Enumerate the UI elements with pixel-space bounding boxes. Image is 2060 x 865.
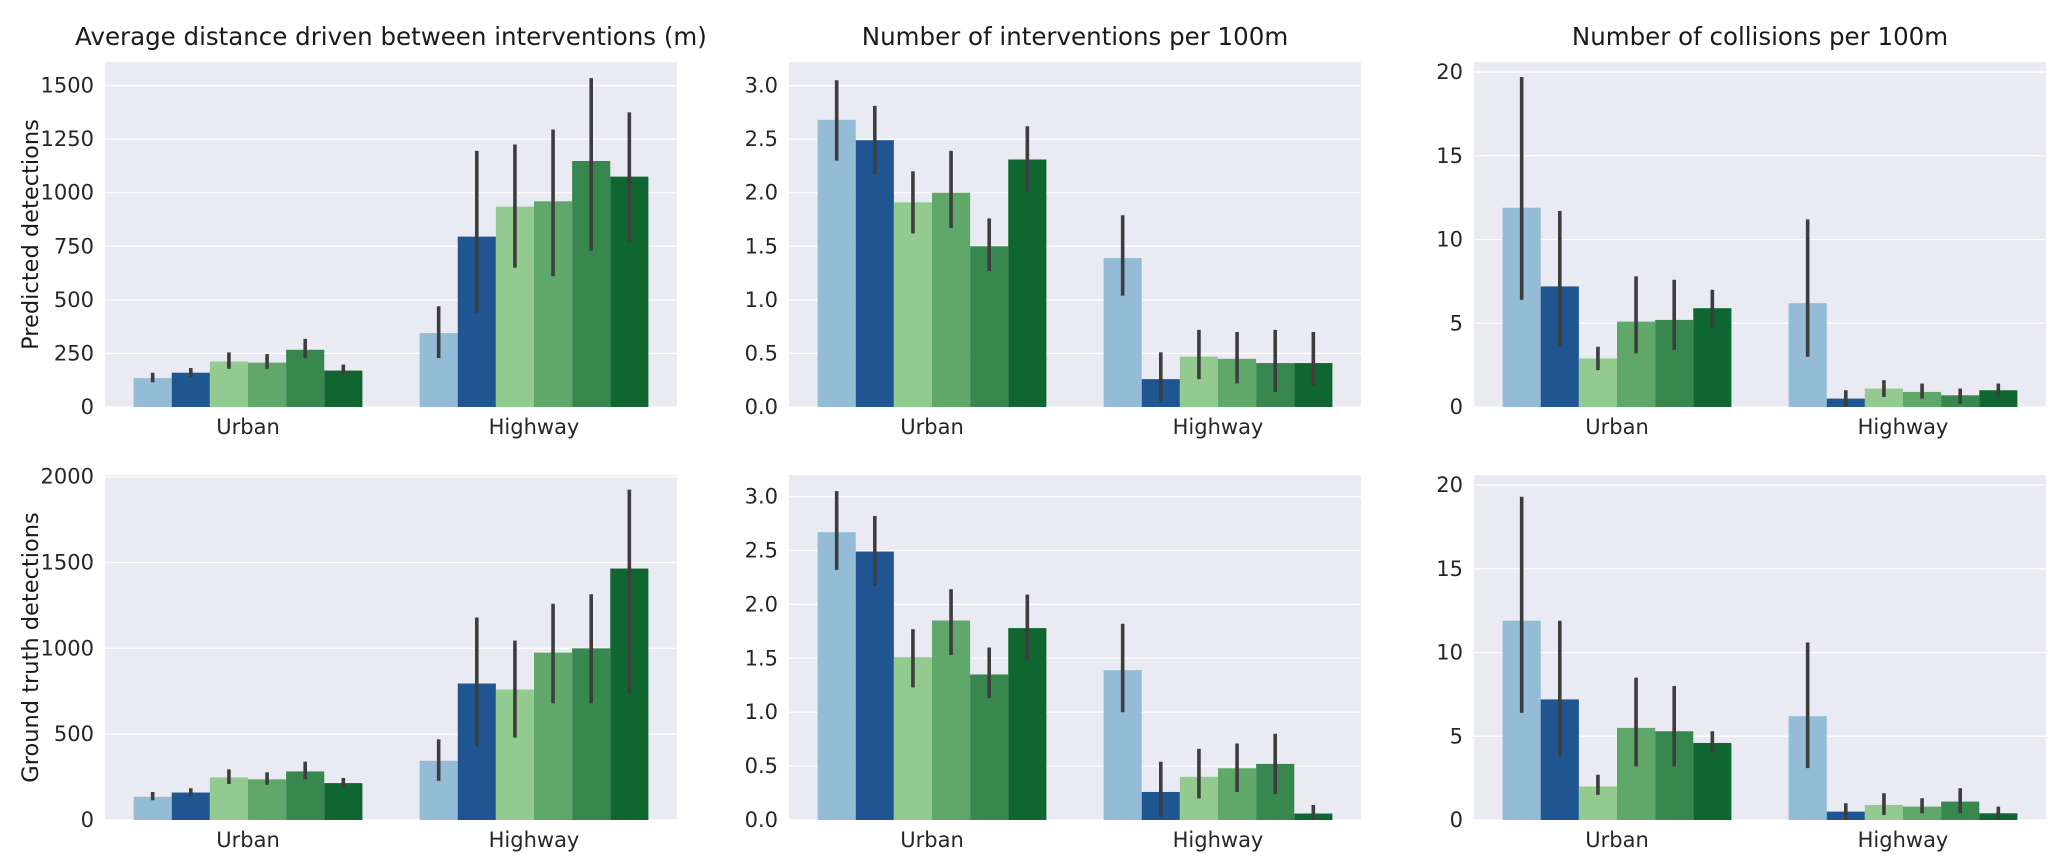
y-tick-label: 0.0 (745, 395, 778, 419)
bar (248, 779, 287, 820)
bar (855, 551, 894, 820)
y-tick-label: 0.0 (745, 808, 778, 832)
x-tick-label: Highway (1173, 828, 1264, 852)
bar (1979, 390, 2018, 407)
bar (893, 202, 932, 407)
y-tick-label: 10 (1436, 641, 1463, 665)
chart-panel-3: 0 5 10 15 20 Urban Highway Number of collisions… (1436, 22, 2046, 439)
y-tick-label: 0.5 (745, 754, 778, 778)
bar (324, 370, 363, 407)
y-tick-label: 1.0 (745, 288, 778, 312)
y-tick-label: 10 (1436, 228, 1463, 252)
bar (817, 119, 856, 407)
x-tick-label: Highway (489, 415, 580, 439)
x-tick-label: Urban (900, 828, 964, 852)
y-tick-label: 5 (1450, 311, 1463, 335)
y-tick-label: 2.0 (745, 181, 778, 205)
chart-title: Average distance driven between interven… (75, 22, 707, 51)
x-tick-label: Urban (1585, 828, 1649, 852)
y-tick-label: 0.5 (745, 341, 778, 365)
x-tick-label: Urban (900, 415, 964, 439)
y-tick-label: 1000 (41, 636, 94, 660)
y-tick-label: 15 (1436, 144, 1463, 168)
x-tick-label: Urban (216, 415, 280, 439)
y-axis-label: Ground truth detections (18, 512, 44, 782)
chart-panel-4: 0 500 1000 1500 2000 Urban Highway Ground truth… (18, 465, 677, 852)
x-tick-label: Urban (1585, 415, 1649, 439)
bar (932, 192, 971, 407)
x-tick-label: Highway (489, 828, 580, 852)
y-tick-label: 1250 (41, 127, 94, 151)
chart-title: Number of interventions per 100m (862, 22, 1288, 51)
bar (855, 140, 894, 407)
y-tick-label: 3.0 (745, 485, 778, 509)
bar (817, 532, 856, 820)
y-tick-label: 20 (1436, 60, 1463, 84)
y-tick-label: 0 (1450, 808, 1463, 832)
bar (248, 362, 287, 407)
y-axis-label: Predicted detections (18, 119, 44, 350)
bar (1864, 388, 1903, 407)
y-tick-label: 2.0 (745, 592, 778, 616)
y-tick-label: 1000 (41, 181, 94, 205)
x-tick-label: Highway (1858, 828, 1949, 852)
y-tick-label: 2.5 (745, 127, 778, 151)
chart-panel-6: 0 5 10 15 20 Urban Highway (1436, 473, 2046, 852)
y-tick-label: 0 (81, 395, 94, 419)
y-tick-label: 0 (81, 808, 94, 832)
y-tick-label: 20 (1436, 473, 1463, 497)
y-tick-label: 1.5 (745, 646, 778, 670)
bar (970, 674, 1009, 820)
y-tick-label: 15 (1436, 557, 1463, 581)
y-tick-label: 250 (54, 341, 94, 365)
bar (286, 771, 325, 820)
bar (1903, 391, 1942, 407)
y-tick-label: 500 (54, 722, 94, 746)
x-tick-label: Highway (1173, 415, 1264, 439)
bar (286, 349, 325, 407)
y-tick-label: 5 (1450, 724, 1463, 748)
bar (209, 777, 248, 820)
y-tick-label: 1.5 (745, 234, 778, 258)
bar (171, 792, 210, 820)
chart-title: Number of collisions per 100m (1572, 22, 1948, 51)
y-tick-label: 750 (54, 234, 94, 258)
bar (209, 361, 248, 407)
bar (133, 796, 172, 820)
y-tick-label: 1500 (41, 551, 94, 575)
x-tick-label: Urban (216, 828, 280, 852)
bar (970, 246, 1009, 407)
y-tick-label: 1500 (41, 74, 94, 98)
y-tick-label: 2000 (41, 465, 94, 489)
y-tick-label: 3.0 (745, 74, 778, 98)
bar (324, 783, 363, 820)
bar (1693, 742, 1732, 820)
y-tick-label: 2.5 (745, 538, 778, 562)
y-tick-label: 0 (1450, 395, 1463, 419)
y-tick-label: 1.0 (745, 700, 778, 724)
chart-panel-5: 0.0 0.5 1.0 1.5 2.0 2.5 3.0 Urban Highway (745, 475, 1361, 852)
bar (133, 378, 172, 407)
chart-panel-1: 0 250 500 750 1000 1250 1500 Urban Highway Averag… (18, 22, 707, 439)
y-tick-label: 500 (54, 288, 94, 312)
bar (171, 372, 210, 407)
x-tick-label: Highway (1858, 415, 1949, 439)
bar (1008, 159, 1047, 407)
chart-panel-2: 0.0 0.5 1.0 1.5 2.0 2.5 3.0 Urban Highway Number … (745, 22, 1361, 439)
